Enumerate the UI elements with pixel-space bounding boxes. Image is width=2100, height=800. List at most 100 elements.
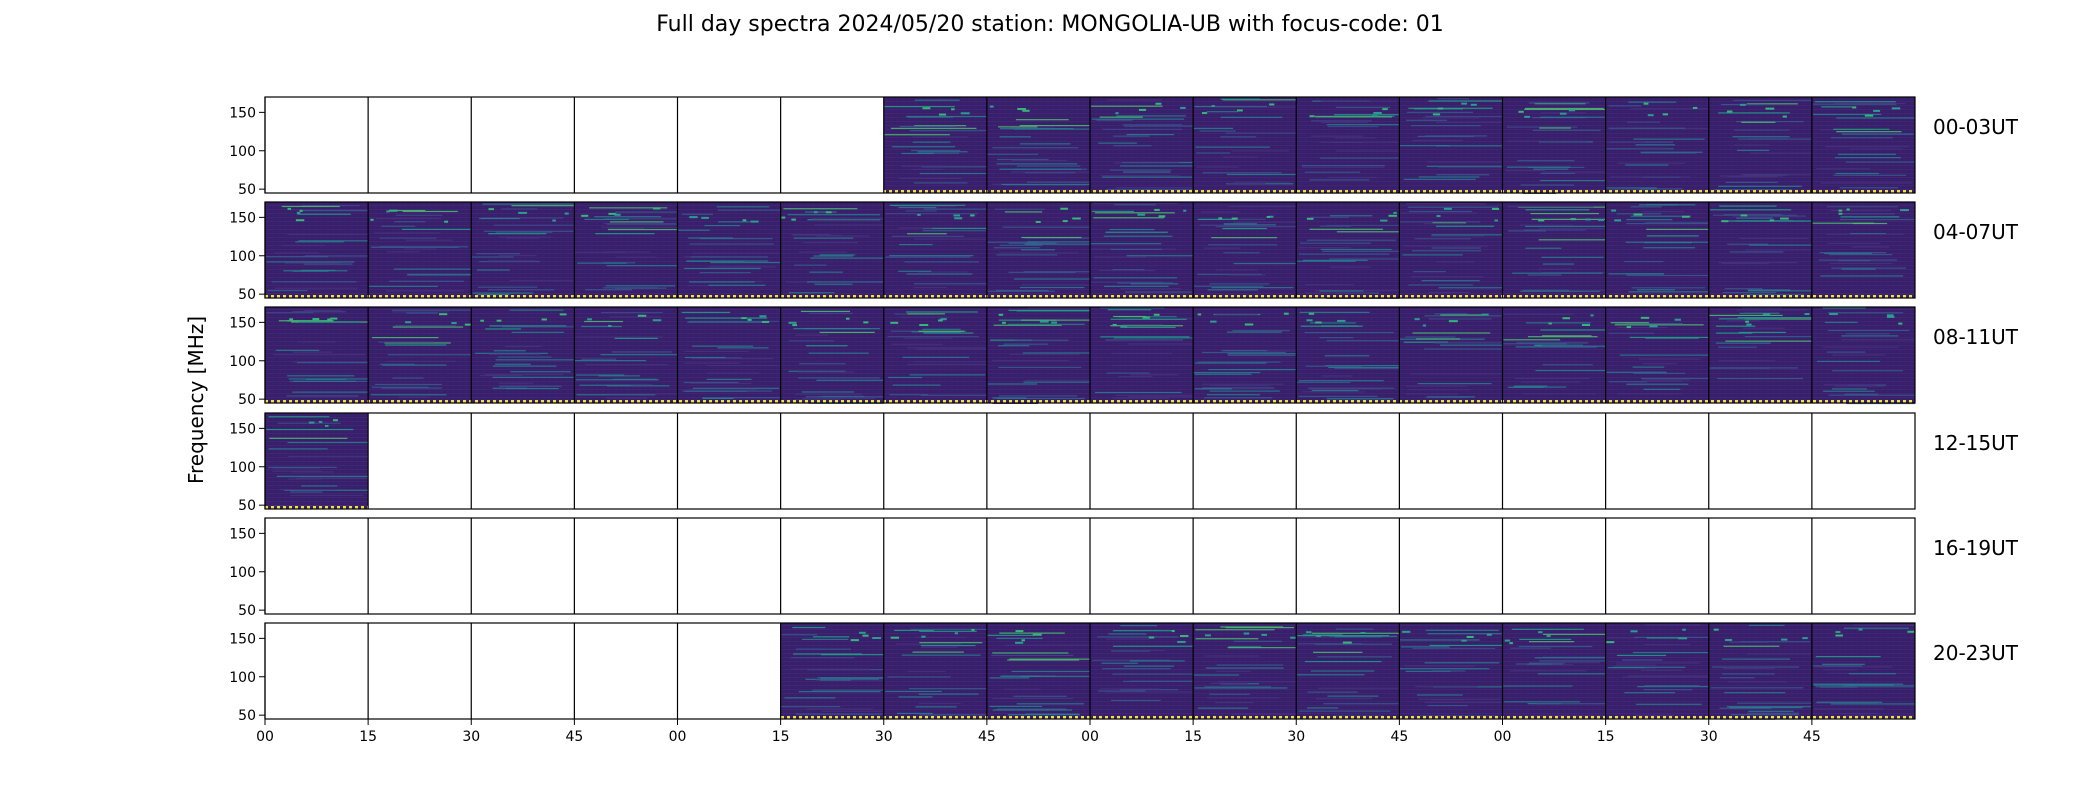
spectrum-panel	[1398, 202, 1503, 298]
spectrum-panel	[573, 307, 678, 403]
row-12-15UT: 50 100 150 12-15UT	[229, 412, 2019, 514]
spectrum-panel	[1605, 202, 1709, 298]
chart-title: Full day spectra 2024/05/20 station: MON…	[656, 12, 1444, 37]
y-tick-label: 150	[229, 526, 256, 542]
x-tick-label: 45	[1803, 729, 1821, 745]
spectrum-panel	[1811, 623, 1915, 719]
row-frame	[264, 517, 1916, 615]
row-time-label: 16-19UT	[1933, 536, 2019, 560]
spectrum-panel	[1089, 202, 1194, 298]
spectrum-panel	[883, 307, 987, 403]
spectrum-panel	[883, 202, 987, 298]
spectrum-panel	[883, 97, 987, 193]
spectrum-panel	[1089, 97, 1194, 193]
y-tick-label: 100	[229, 670, 256, 686]
y-tick-label: 100	[229, 565, 256, 581]
x-tick-label: 30	[1287, 729, 1305, 745]
row-04-07UT: 50 100 150 04-07UT	[229, 201, 2019, 303]
y-tick-label: 100	[229, 144, 256, 160]
y-tick-label: 150	[229, 210, 256, 226]
y-tick-label: 50	[238, 498, 256, 514]
spectrum-panel	[1605, 97, 1709, 194]
y-tick-label: 100	[229, 460, 256, 476]
x-tick-label: 00	[669, 729, 687, 745]
row-time-label: 04-07UT	[1933, 220, 2019, 244]
spectrum-panel	[264, 202, 369, 298]
spectrum-panel	[1192, 97, 1297, 193]
spectrum-panel	[986, 97, 1090, 193]
row-time-label: 08-11UT	[1933, 325, 2019, 349]
spectrum-panel	[1501, 202, 1606, 299]
x-tick-label: 45	[1390, 729, 1408, 745]
x-tick-label: 00	[1494, 729, 1512, 745]
spectrum-panel	[780, 623, 884, 719]
spectrum-panel	[1605, 307, 1709, 403]
row-time-label: 00-03UT	[1933, 115, 2019, 139]
y-tick-label: 50	[238, 708, 256, 724]
spectrum-panel	[470, 307, 575, 403]
spectrum-panel	[1708, 623, 1812, 720]
spectrum-panel	[1398, 307, 1503, 404]
x-tick-label: 00	[256, 729, 274, 745]
x-tick-label: 15	[359, 729, 377, 745]
spectrum-panel	[1398, 623, 1503, 719]
row-20-23UT: 50 100 150 20-23UT	[229, 622, 2019, 724]
y-tick-label: 50	[238, 392, 256, 408]
spectrum-panel	[1398, 97, 1503, 193]
spectrum-panel	[367, 202, 472, 298]
spectrum-panel	[1708, 97, 1812, 193]
x-tick-label: 45	[565, 729, 583, 745]
x-tick-label: 30	[1700, 729, 1718, 745]
y-tick-label: 100	[229, 354, 256, 370]
spectrum-panel	[1811, 307, 1915, 405]
x-tick-label: 15	[772, 729, 790, 745]
spectrum-panel	[1089, 307, 1194, 403]
spectrum-panel	[1089, 623, 1194, 719]
spectrum-panel	[1192, 307, 1297, 403]
row-time-label: 12-15UT	[1933, 431, 2019, 455]
row-08-11UT: 50 100 150 08-11UT	[229, 306, 2019, 408]
row-frame	[264, 306, 1916, 404]
spectrum-panel	[573, 202, 678, 298]
spectrum-panel	[780, 202, 884, 298]
x-tick-label: 00	[1081, 729, 1099, 745]
spectrum-panel	[1192, 623, 1297, 719]
y-tick-label: 50	[238, 603, 256, 619]
spectrum-panel	[1708, 307, 1812, 404]
spectrum-panel	[986, 307, 1090, 405]
spectrum-panel	[1708, 202, 1812, 298]
spectrum-panel	[1501, 97, 1606, 195]
spectrum-panel	[676, 202, 781, 298]
spectrum-panel	[1811, 97, 1915, 194]
y-tick-label: 100	[229, 249, 256, 265]
spectrum-panel	[1295, 623, 1400, 719]
y-tick-label: 50	[238, 287, 256, 303]
row-16-19UT: 50 100 150 16-19UT	[229, 517, 2019, 619]
spectrum-panel	[1295, 202, 1400, 299]
x-tick-label: 15	[1597, 729, 1615, 745]
spectrum-panel	[1295, 307, 1400, 403]
x-tick-label: 30	[462, 729, 480, 745]
spectrum-panel	[986, 202, 1090, 298]
row-frame	[264, 412, 1916, 510]
y-tick-label: 150	[229, 421, 256, 437]
spectrum-panel	[1605, 623, 1709, 719]
spectrum-panel	[1811, 202, 1915, 298]
y-tick-label: 150	[229, 105, 256, 121]
spectrum-panel	[264, 307, 369, 404]
spectrum-panel	[367, 307, 472, 403]
y-tick-label: 150	[229, 631, 256, 647]
spectrum-panel	[264, 413, 369, 509]
spectrum-panel	[470, 202, 575, 298]
row-time-label: 20-23UT	[1933, 641, 2019, 665]
spectrum-panel	[780, 307, 884, 404]
y-tick-label: 150	[229, 315, 256, 331]
spectrum-panel	[676, 307, 781, 403]
row-frame	[264, 201, 1916, 299]
x-tick-label: 45	[978, 729, 996, 745]
y-tick-label: 50	[238, 182, 256, 198]
spectrum-panel	[1501, 623, 1606, 719]
row-00-03UT: 50 100 150 00-03UT	[229, 96, 2019, 198]
spectrum-panel	[986, 623, 1090, 719]
